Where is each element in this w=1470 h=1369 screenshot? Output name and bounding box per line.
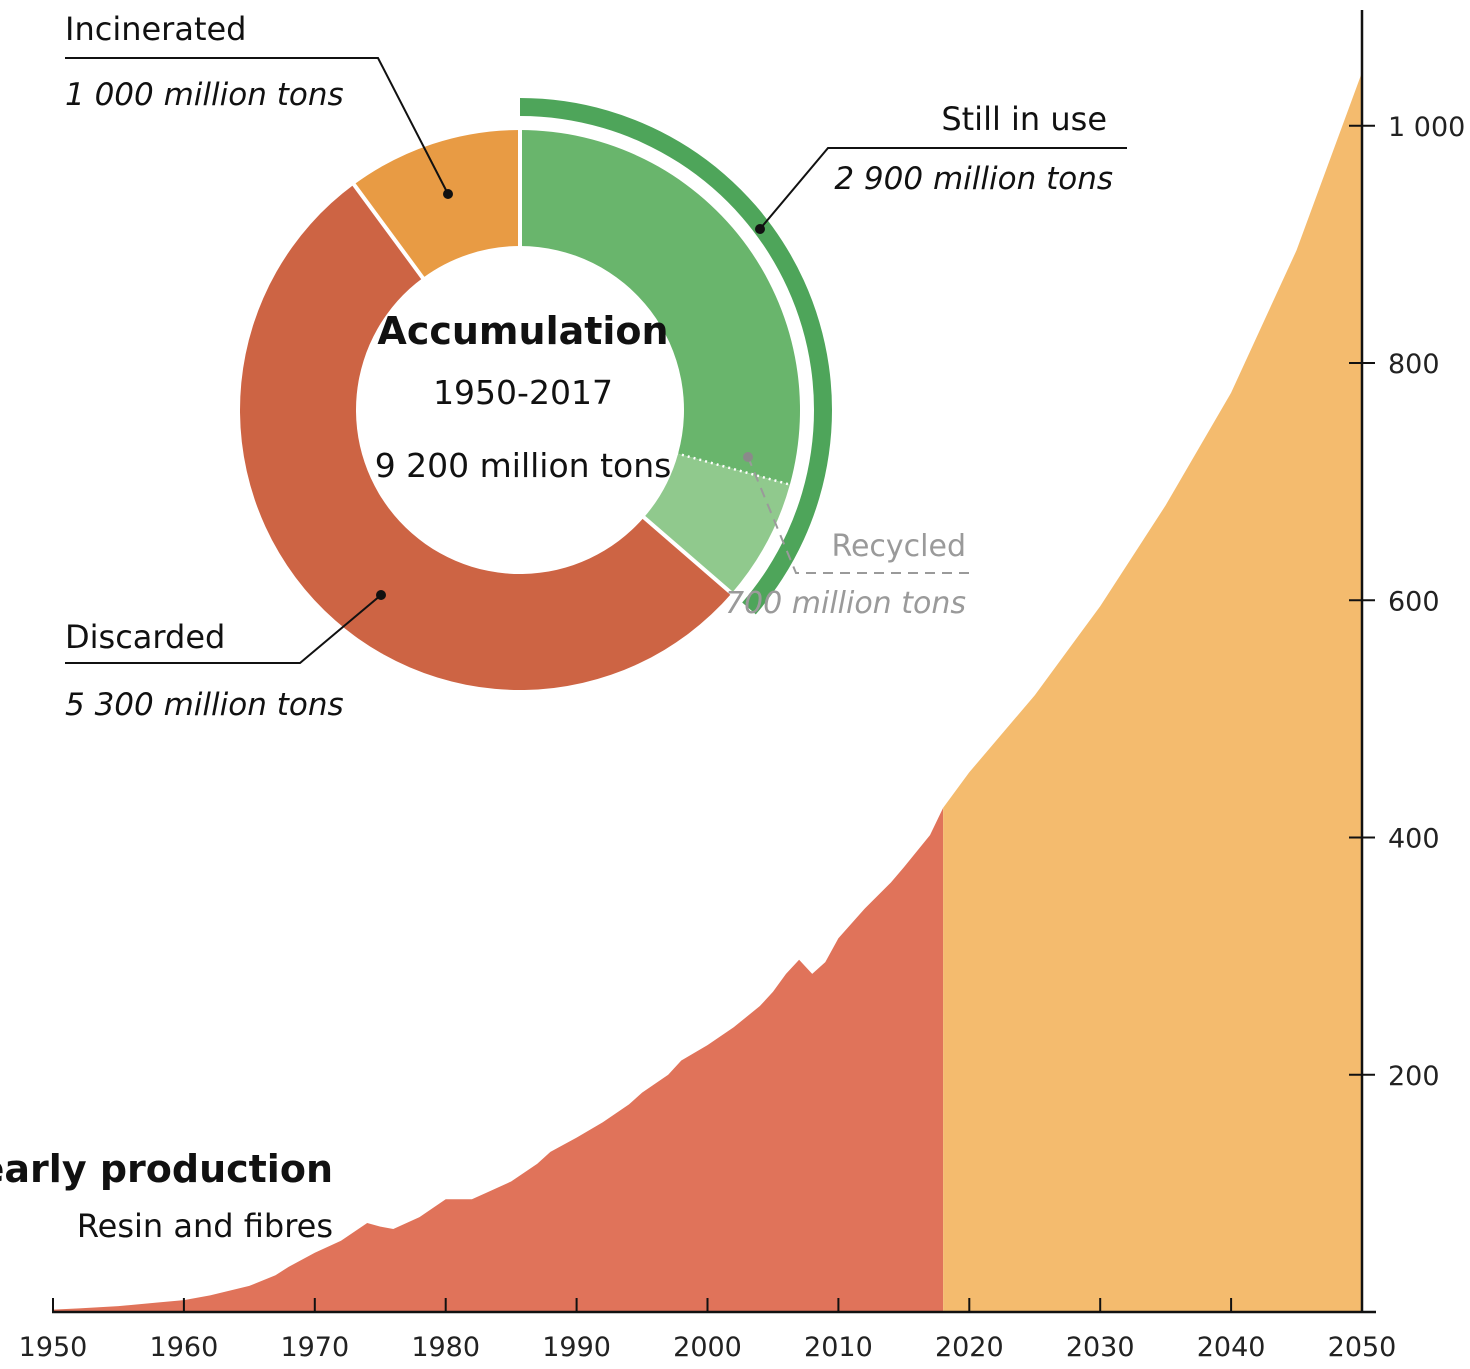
value-still-in-use: 2 900 million tons: [834, 161, 1113, 197]
label-discarded: Discarded: [65, 618, 225, 656]
donut-title: Accumulation: [377, 309, 668, 353]
value-recycled: 700 million tons: [725, 586, 966, 621]
x-tick-label-1990: 1990: [542, 1332, 611, 1363]
leader-discarded: [65, 594, 382, 664]
y-tick-label-800: 800: [1388, 349, 1440, 380]
dot-still-in-use: [755, 224, 765, 234]
dot-incinerated: [443, 189, 453, 199]
leader-still-in-use: [759, 147, 1127, 230]
x-tick-label-1960: 1960: [150, 1332, 219, 1363]
area-chart: [53, 72, 1362, 1312]
x-tick-label-1950: 1950: [19, 1332, 88, 1363]
x-tick-label-1970: 1970: [280, 1332, 349, 1363]
x-tick-label-2040: 2040: [1197, 1332, 1266, 1363]
donut-total: 9 200 million tons: [375, 446, 672, 485]
callout-dots: [376, 189, 765, 600]
donut-slice-still-in-use: [520, 130, 801, 485]
area-subtitle: Resin and fibres: [77, 1207, 333, 1245]
leader-recycled: [747, 456, 969, 574]
x-tick-label-1980: 1980: [411, 1332, 480, 1363]
x-tick-label-2000: 2000: [673, 1332, 742, 1363]
x-tick-label-2030: 2030: [1066, 1332, 1135, 1363]
x-tick-label-2050: 2050: [1328, 1332, 1397, 1363]
donut-slice-recycled: [643, 453, 790, 594]
label-still-in-use: Still in use: [941, 100, 1107, 138]
donut-years: 1950-2017: [433, 373, 613, 412]
label-incinerated: Incinerated: [65, 10, 246, 48]
area-title: Yearly production: [0, 1147, 333, 1191]
donut-chart: [240, 98, 832, 690]
donut-outer-arc: [520, 98, 832, 615]
x-tick-label-2020: 2020: [935, 1332, 1004, 1363]
y-tick-label-400: 400: [1388, 824, 1440, 855]
value-incinerated: 1 000 million tons: [65, 77, 344, 113]
donut-slice-discarded: [240, 184, 732, 690]
x-tick-label-2010: 2010: [804, 1332, 873, 1363]
area-series-1: [53, 807, 944, 1312]
y-tick-label-600: 600: [1388, 586, 1440, 617]
value-discarded: 5 300 million tons: [65, 687, 344, 723]
axes: 1950 1960 1970 1980 1990 2000 2010 2020 2030 2040…: [19, 10, 1465, 1363]
dot-recycled: [743, 452, 753, 462]
dot-discarded: [376, 590, 386, 600]
area-series-2: [943, 72, 1362, 1312]
donut-slice-incinerated: [353, 130, 520, 278]
y-tick-label-200: 200: [1388, 1061, 1440, 1092]
donut-separator-2: [675, 451, 793, 487]
donut-separator-3: [641, 514, 735, 597]
label-recycled: Recycled: [831, 529, 966, 564]
y-tick-label-1000: 1 000: [1388, 112, 1465, 143]
donut-separator-4: [351, 181, 426, 281]
leader-incinerated: [65, 57, 449, 195]
callout-lines: [65, 57, 1127, 664]
